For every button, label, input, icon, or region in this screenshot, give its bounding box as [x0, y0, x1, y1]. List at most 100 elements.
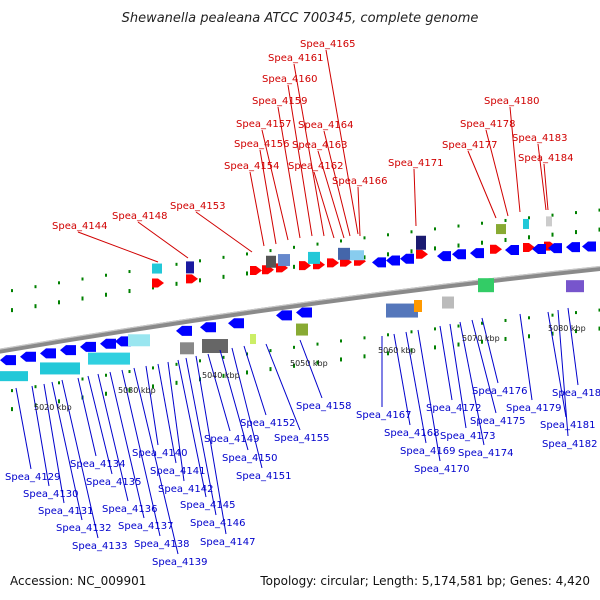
gene-label-bottom: Spea_4179 [506, 403, 561, 414]
gene-label-bottom: Spea_4173 [440, 431, 495, 442]
forward-gene-arrow [416, 249, 428, 259]
grid-tick [387, 233, 389, 237]
grid-tick [504, 218, 507, 222]
reverse-gene-arrow [452, 249, 466, 260]
leader-line [459, 321, 485, 446]
gene-label-bottom: Spea_4155 [274, 433, 329, 444]
grid-tick [481, 321, 483, 325]
grid-tick [410, 230, 413, 234]
gene-label-top: Spea_4154 [224, 161, 279, 172]
grid-tick [293, 363, 295, 368]
leader-line [137, 221, 189, 259]
grid-tick [105, 273, 107, 277]
rna-feature-block [266, 255, 276, 268]
gene-label-bottom: Spea_4167 [356, 410, 411, 421]
grid-tick [598, 308, 600, 312]
reverse-gene-arrow [372, 257, 386, 268]
grid-tick [34, 385, 37, 389]
grid-tick [528, 235, 530, 240]
gene-label-bottom: Spea_4142 [158, 484, 213, 495]
forward-gene-arrow [523, 242, 535, 252]
gene-label-bottom: Spea_4146 [190, 518, 245, 529]
leader-line [77, 377, 97, 457]
grid-tick [363, 255, 366, 260]
gene-label-top: Spea_4184 [518, 153, 573, 164]
grid-tick [598, 326, 600, 331]
grid-tick [58, 399, 60, 404]
grid-tick [175, 380, 178, 385]
gene-label-top: Spea_4165 [300, 39, 355, 50]
grid-tick [152, 384, 154, 389]
grid-tick [81, 296, 84, 301]
grid-tick [340, 339, 342, 343]
grid-tick [175, 262, 178, 266]
grid-tick [457, 243, 460, 248]
leader-line [519, 313, 533, 401]
gene-label-bottom: Spea_4133 [72, 541, 127, 552]
grid-tick [128, 270, 131, 274]
grid-tick [222, 355, 225, 359]
grid-tick [551, 313, 554, 317]
rna-feature-block [386, 303, 418, 318]
rna-feature-block [250, 334, 256, 345]
reverse-gene-arrow [548, 243, 562, 254]
gene-label-top: Spea_4160 [262, 74, 317, 85]
reverse-gene-arrow [80, 341, 96, 352]
grid-tick [316, 342, 319, 346]
leader-line [109, 371, 145, 519]
gene-label-top: Spea_4171 [388, 158, 443, 169]
leader-line [133, 367, 179, 555]
gene-label-bottom: Spea_4129 [5, 472, 60, 483]
scale-label: 5060 kbp [378, 346, 416, 355]
rna-feature-block [350, 250, 364, 261]
leader-line [485, 129, 509, 217]
gene-label-bottom: Spea_4181 [540, 420, 595, 431]
gene-label-bottom: Spea_4174 [458, 448, 513, 459]
genome-backbone-highlight [0, 265, 600, 350]
gene-label-top: Spea_4180 [484, 96, 539, 107]
grid-tick [481, 221, 483, 225]
leader-line [51, 381, 83, 521]
gene-label-top: Spea_4161 [268, 53, 323, 64]
gene-label-bottom: Spea_4172 [426, 403, 481, 414]
leader-line [87, 375, 113, 475]
reverse-gene-arrow [532, 243, 546, 254]
rna-feature-block [0, 371, 28, 382]
leader-line [77, 231, 159, 263]
gene-label-bottom: Spea_4137 [118, 521, 173, 532]
gene-label-bottom: Spea_4170 [414, 464, 469, 475]
scale-label: 5050 kbp [290, 359, 328, 368]
gene-label-top: Spea_4177 [442, 140, 497, 151]
gene-label-bottom: Spea_4136 [102, 504, 157, 515]
rna-feature-block [152, 263, 162, 274]
leader-line [31, 385, 50, 487]
grid-tick [199, 278, 201, 283]
grid-tick [551, 232, 554, 237]
grid-tick [246, 370, 248, 375]
grid-tick [457, 324, 460, 328]
leader-line [325, 49, 359, 235]
forward-gene-arrow [186, 274, 198, 284]
reverse-gene-arrow [566, 242, 580, 253]
rna-feature-block [478, 278, 494, 293]
leader-line [157, 363, 177, 464]
leader-line [195, 211, 253, 253]
grid-tick [340, 239, 342, 243]
leader-line [219, 349, 249, 451]
grid-tick [434, 327, 436, 331]
rna-feature-block [416, 235, 426, 250]
grid-tick [528, 216, 530, 220]
leader-line [543, 163, 549, 211]
reverse-gene-arrow [437, 251, 451, 262]
gene-features [0, 216, 596, 382]
grid-tick [128, 289, 131, 294]
grid-tick [81, 277, 84, 281]
grid-tick [434, 227, 436, 231]
leader-line [243, 345, 267, 416]
leader-line [537, 143, 547, 211]
grid-tick [387, 351, 389, 356]
grid-tick [481, 339, 483, 344]
forward-gene-arrow [250, 266, 262, 276]
grid-tick [410, 348, 413, 353]
